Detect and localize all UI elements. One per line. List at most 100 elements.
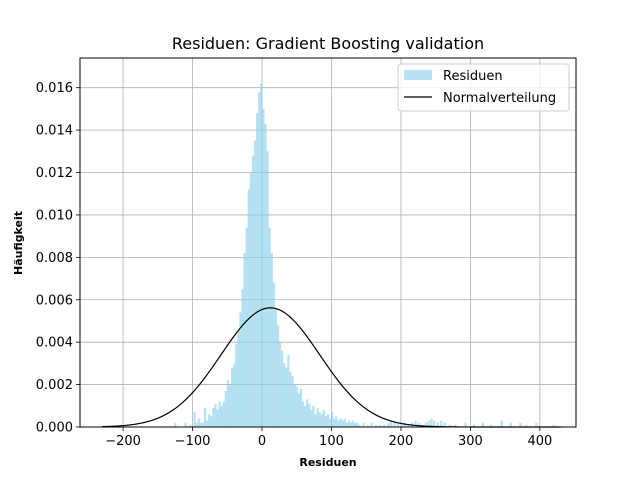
histogram-bar xyxy=(199,422,203,427)
legend-label-residuen: Residuen xyxy=(443,69,503,84)
histogram-bar xyxy=(362,422,365,427)
histogram-bar xyxy=(306,399,309,427)
histogram-bar xyxy=(443,422,446,427)
x-tick-label: 100 xyxy=(319,434,344,449)
x-axis-label: Residuen xyxy=(299,456,356,469)
histogram-bar xyxy=(358,424,361,427)
x-tick-label: 300 xyxy=(458,434,483,449)
histogram-bar xyxy=(333,418,336,427)
histogram-bar xyxy=(276,325,280,427)
histogram-bar xyxy=(370,422,373,427)
histogram-bar xyxy=(295,386,298,427)
histogram-bar xyxy=(366,424,369,427)
histogram-bar xyxy=(316,407,319,427)
histogram-bar xyxy=(314,414,317,427)
histogram-bar xyxy=(228,384,232,427)
histogram-bar xyxy=(417,422,421,427)
y-tick-label: 0.004 xyxy=(36,336,73,351)
y-axis-label: Häufigkeit xyxy=(12,211,25,275)
histogram-bar xyxy=(195,422,198,427)
histogram-bar xyxy=(212,407,215,427)
y-tick-label: 0.016 xyxy=(36,81,73,96)
histogram-bar xyxy=(481,422,485,427)
histogram-bar xyxy=(285,367,288,427)
histogram-bar xyxy=(552,424,555,427)
x-tick-label: −100 xyxy=(175,434,211,449)
histogram-bars xyxy=(174,83,555,428)
x-axis-ticks: −200 −100 0 100 200 300 400 xyxy=(105,427,552,449)
histogram-bar xyxy=(393,422,396,427)
x-tick-label: 400 xyxy=(527,434,552,449)
histogram-bar xyxy=(201,422,205,427)
y-axis-ticks: 0.000 0.002 0.004 0.006 0.008 0.010 0.012 0.014… xyxy=(36,81,80,436)
x-tick-label: 200 xyxy=(389,434,414,449)
histogram-bar xyxy=(293,384,296,427)
histogram-bar xyxy=(193,412,196,427)
histogram-bar xyxy=(262,108,265,428)
histogram-bar xyxy=(301,401,305,427)
histogram-bar xyxy=(210,416,213,427)
histogram-bar xyxy=(351,420,355,427)
histogram-bar xyxy=(297,393,300,427)
histogram-bar xyxy=(222,401,225,427)
histogram-bar xyxy=(341,420,344,427)
histogram-bar xyxy=(281,350,284,427)
x-tick-label: 0 xyxy=(258,434,266,449)
histogram-bar xyxy=(233,363,236,427)
histogram-bar xyxy=(243,253,246,427)
histogram-bar xyxy=(424,422,428,427)
histogram-bar xyxy=(214,403,217,427)
histogram-bar xyxy=(490,424,493,427)
histogram-bar xyxy=(337,420,340,427)
histogram-bar xyxy=(320,414,323,427)
histogram-bar xyxy=(343,418,346,427)
y-tick-label: 0.000 xyxy=(36,421,73,436)
histogram-bar xyxy=(189,424,192,427)
histogram-bar xyxy=(433,420,436,427)
histogram-bar xyxy=(258,91,261,428)
histogram-bar xyxy=(270,253,273,427)
histogram-bar xyxy=(472,424,476,427)
histogram-bar xyxy=(310,410,313,427)
histogram-bar xyxy=(249,172,253,427)
histogram-bar xyxy=(440,420,443,427)
y-tick-label: 0.014 xyxy=(36,124,73,139)
histogram-bar xyxy=(345,422,348,427)
histogram-bar xyxy=(335,416,338,427)
y-tick-label: 0.002 xyxy=(36,378,73,393)
histogram-bar xyxy=(387,422,390,427)
y-tick-label: 0.008 xyxy=(36,251,73,266)
histogram-bar xyxy=(448,424,451,427)
x-tick-label: −200 xyxy=(105,434,141,449)
histogram-bar xyxy=(318,412,321,427)
histogram-bar xyxy=(278,342,282,427)
histogram-bar xyxy=(289,371,292,427)
histogram-bar xyxy=(374,424,378,427)
histogram-bar xyxy=(356,422,359,427)
histogram-bar xyxy=(308,403,311,427)
legend-label-normalverteilung: Normalverteilung xyxy=(443,91,556,106)
histogram-bar xyxy=(378,424,382,427)
histogram-bar xyxy=(272,282,275,427)
legend-swatch-residuen xyxy=(404,70,432,80)
histogram-bar xyxy=(287,354,290,427)
histogram-bar xyxy=(403,422,407,427)
histogram-bar xyxy=(247,189,250,427)
histogram-bar xyxy=(339,418,342,427)
histogram-bar xyxy=(519,422,522,427)
plot-frame xyxy=(79,57,577,428)
histogram-bar xyxy=(324,416,328,427)
histogram-bar xyxy=(224,390,228,427)
histogram-bar xyxy=(239,312,242,427)
histogram-bar xyxy=(218,401,221,427)
y-tick-label: 0.010 xyxy=(36,208,73,223)
histogram-bar xyxy=(347,420,350,427)
histogram-bar xyxy=(260,83,263,427)
histogram-bar xyxy=(174,422,177,427)
histogram-bar xyxy=(326,414,330,427)
histogram-bar xyxy=(407,424,410,427)
histogram-bar xyxy=(283,363,286,427)
histogram-bar xyxy=(230,367,234,427)
histogram-bar xyxy=(184,422,187,427)
